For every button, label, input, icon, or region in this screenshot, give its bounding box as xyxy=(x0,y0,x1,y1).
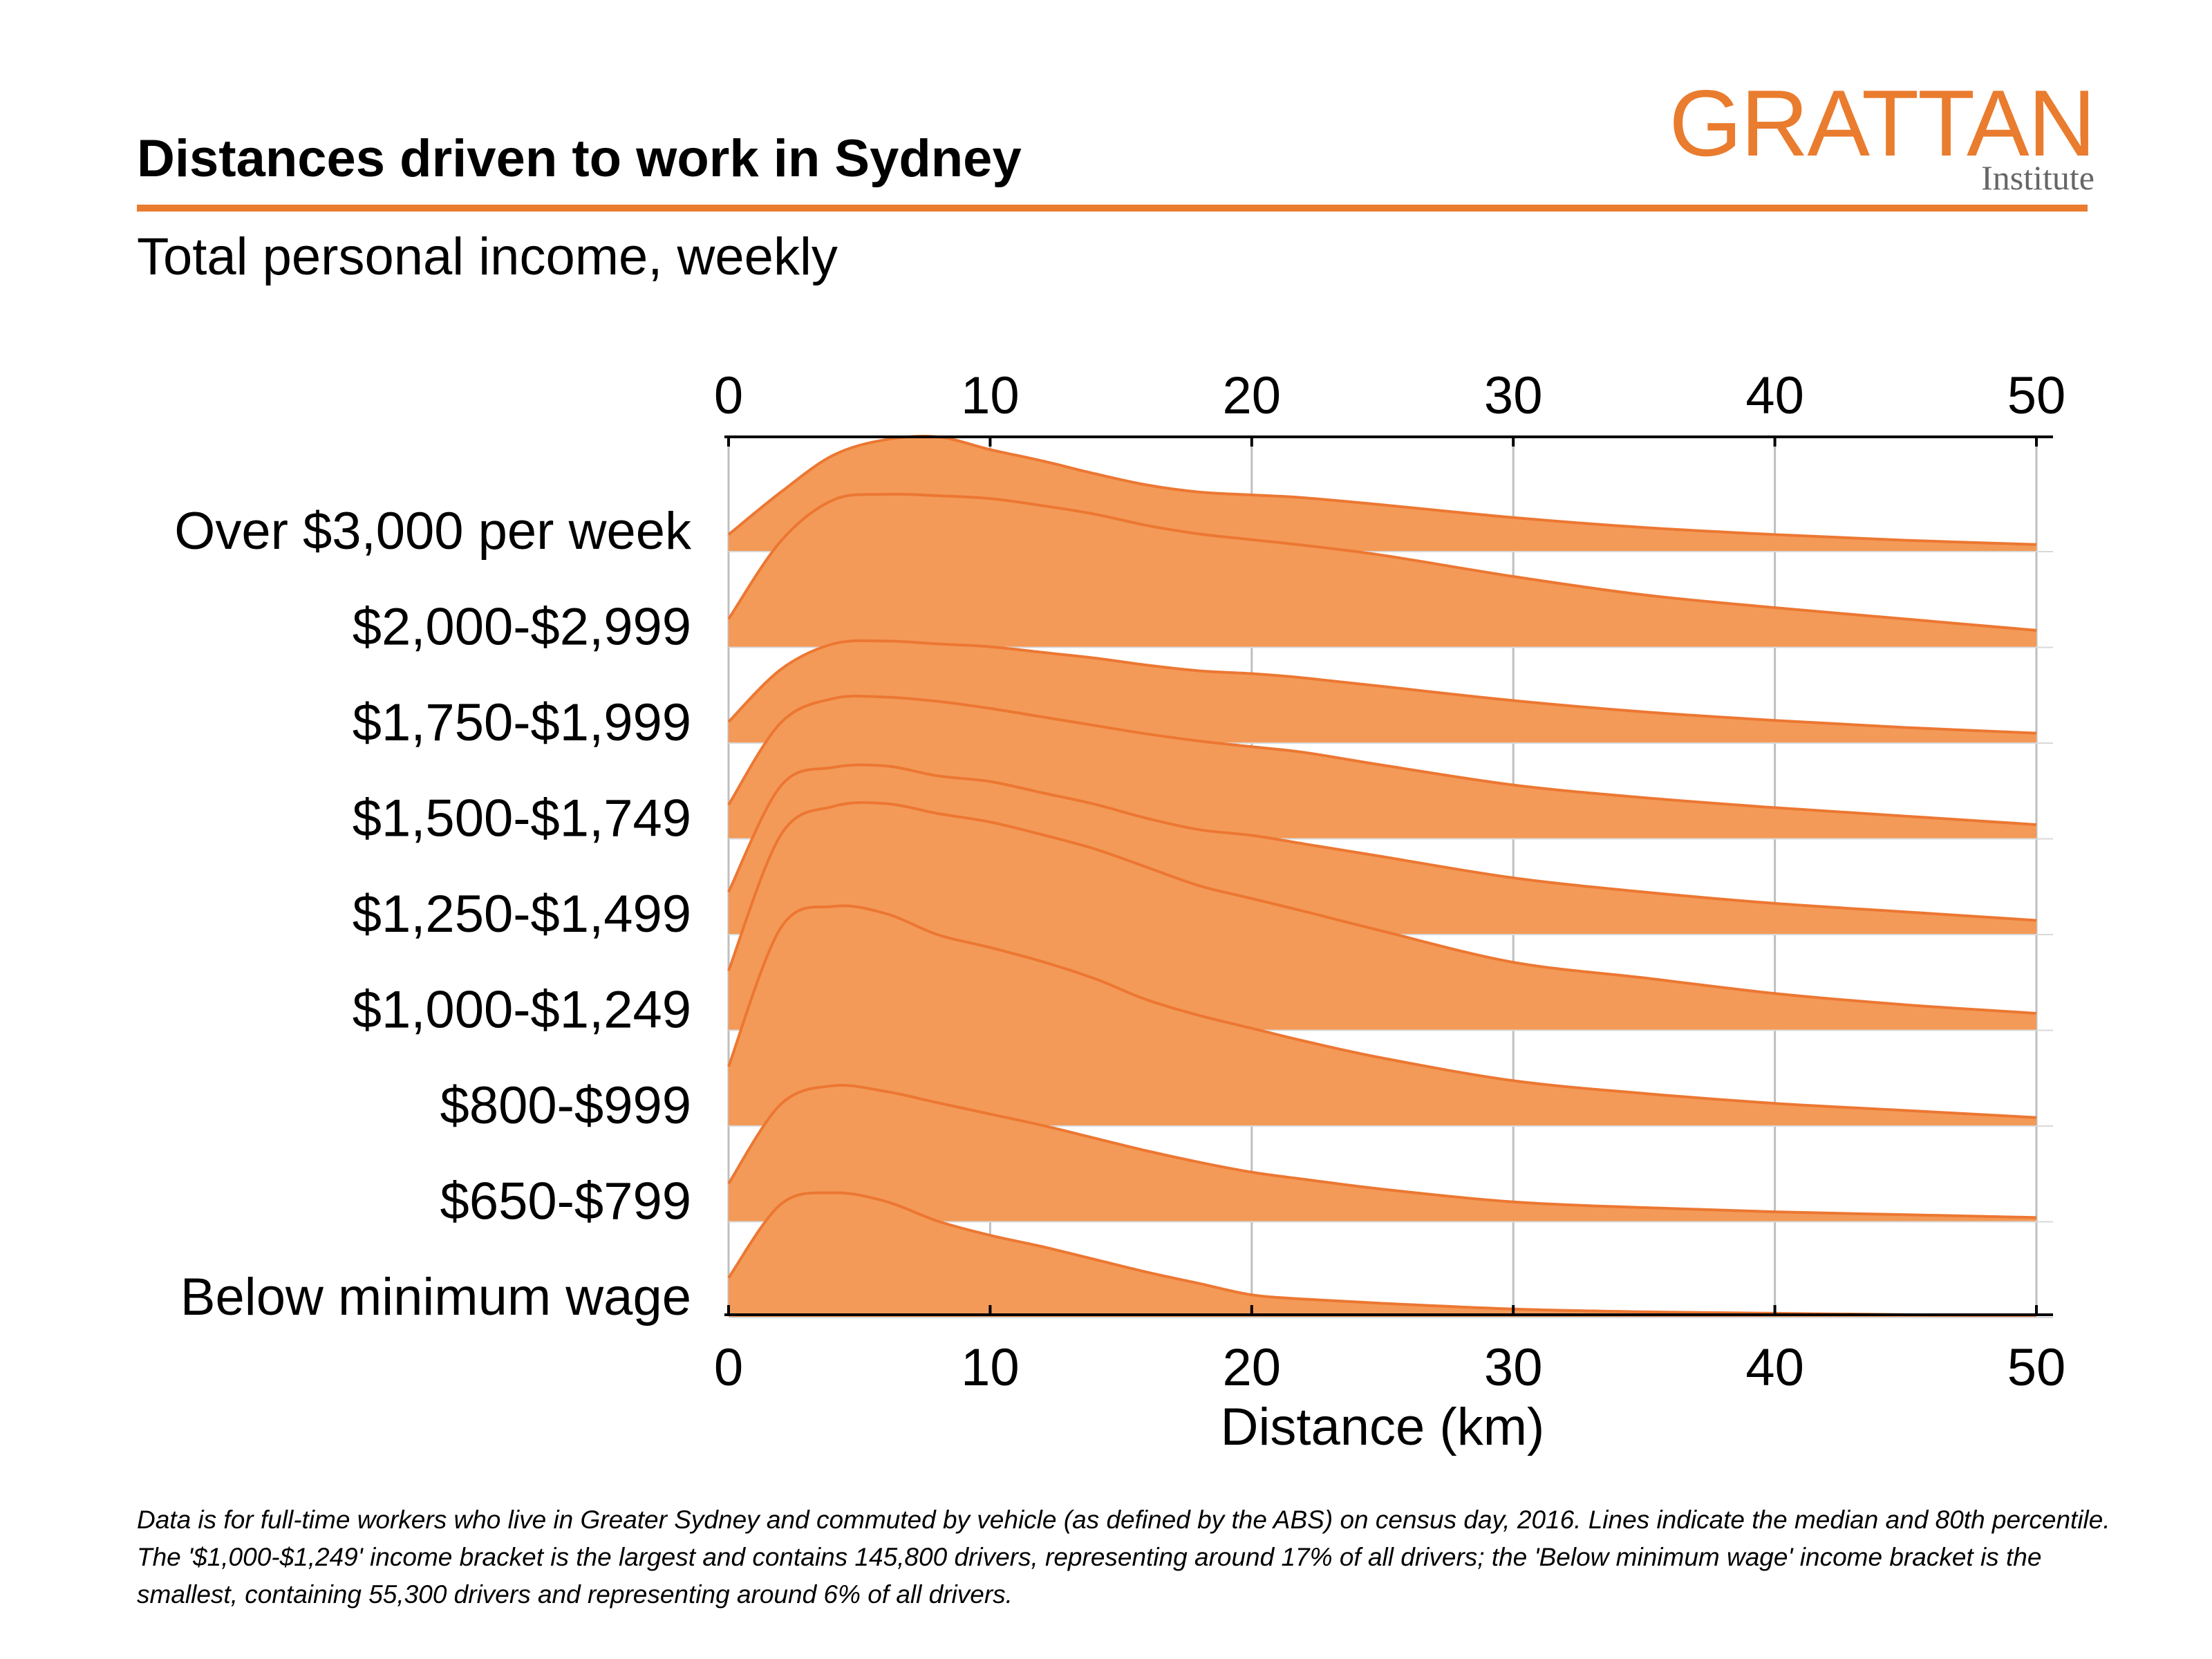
top-tick-label-10: 10 xyxy=(961,366,1020,425)
row-label-3: $1,500-$1,749 xyxy=(353,789,691,848)
row-label-0: Over $3,000 per week xyxy=(174,502,692,561)
chart-title: Distances driven to work in Sydney xyxy=(137,129,1022,188)
row-label-1: $2,000-$2,999 xyxy=(353,598,691,657)
row-label-2: $1,750-$1,999 xyxy=(353,693,691,752)
top-tick-label-30: 30 xyxy=(1484,366,1543,425)
grattan-logo: GRATTAN Institute xyxy=(1659,71,2096,200)
logo-subtitle: Institute xyxy=(1981,158,2094,197)
x-axis-label: Distance (km) xyxy=(1221,1398,1545,1456)
footnote: Data is for full-time workers who live i… xyxy=(137,1506,2110,1609)
top-tick-label-20: 20 xyxy=(1223,366,1282,425)
row-label-5: $1,000-$1,249 xyxy=(353,981,691,1040)
axes: 0 0 10 10 20 20 30 30 40 40 50 50 Distance (km) xyxy=(714,366,2065,1456)
ridge-1-outline xyxy=(727,492,2037,632)
ridge-3-outline xyxy=(727,694,2037,826)
row-labels: Over $3,000 per week $2,000-$2,999 $1,750-… xyxy=(174,502,692,1327)
top-tick-label-50: 50 xyxy=(2007,366,2066,425)
ridge-6-outline xyxy=(727,904,2037,1119)
bottom-tick-label-20: 20 xyxy=(1223,1338,1282,1397)
row-label-4: $1,250-$1,499 xyxy=(353,885,691,944)
ridge-6-area xyxy=(729,906,2036,1126)
row-label-6: $800-$999 xyxy=(440,1076,691,1135)
top-tick-label-0: 0 xyxy=(714,366,743,425)
row-label-7: $650-$799 xyxy=(440,1172,691,1231)
bottom-tick-label-30: 30 xyxy=(1484,1338,1543,1397)
bottom-tick-label-0: 0 xyxy=(714,1338,743,1397)
ridge-2-outline xyxy=(727,639,2037,735)
title-rule xyxy=(137,205,2088,212)
logo-wordmark: GRATTAN xyxy=(1669,71,2096,176)
top-tick-label-40: 40 xyxy=(1745,366,1804,425)
ridge-7-area xyxy=(729,1085,2036,1222)
ridges xyxy=(727,434,2053,1318)
bottom-tick-label-10: 10 xyxy=(961,1338,1020,1397)
chart-subtitle: Total personal income, weekly xyxy=(137,227,838,286)
ridge-4-outline xyxy=(727,763,2037,922)
bottom-tick-label-50: 50 xyxy=(2007,1338,2066,1397)
ridge-8-outline xyxy=(727,1191,2037,1318)
bottom-tick-label-40: 40 xyxy=(1745,1338,1804,1397)
ridge-7-outline xyxy=(727,1084,2037,1219)
ridge-0-outline xyxy=(727,434,2037,546)
ridge-8-area xyxy=(729,1192,2036,1318)
row-label-8: Below minimum wage xyxy=(180,1268,691,1327)
ridgeline-chart: 0 0 10 10 20 20 30 30 40 40 50 50 Distance (km) Over… xyxy=(174,366,2065,1456)
ridge-1-area xyxy=(729,494,2036,648)
ridge-5-outline xyxy=(727,801,2037,1015)
